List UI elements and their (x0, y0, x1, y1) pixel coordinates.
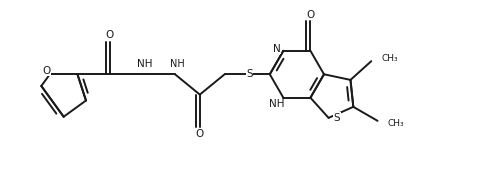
Text: O: O (306, 10, 315, 20)
Text: O: O (42, 66, 50, 76)
Text: O: O (196, 129, 204, 139)
Text: NH: NH (269, 100, 284, 110)
Text: O: O (106, 30, 114, 40)
Text: S: S (246, 69, 253, 79)
Text: NH: NH (137, 59, 152, 69)
Text: N: N (272, 43, 280, 54)
Text: S: S (333, 113, 340, 123)
Text: CH₃: CH₃ (381, 54, 398, 63)
Text: NH: NH (170, 59, 184, 69)
Text: CH₃: CH₃ (388, 119, 404, 128)
